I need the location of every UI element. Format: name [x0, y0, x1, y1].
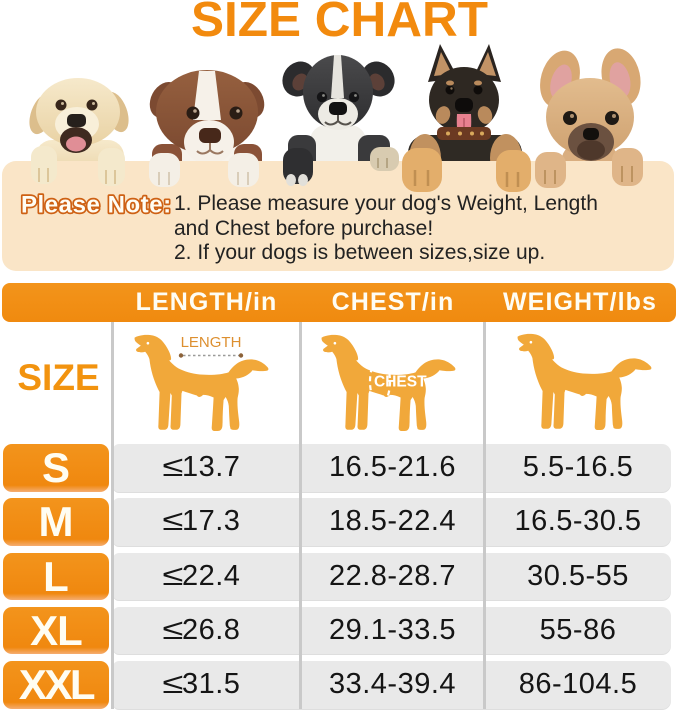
svg-text:LENGTH: LENGTH — [181, 334, 242, 351]
svg-text:CHEST: CHEST — [374, 374, 427, 391]
svg-text:Please Note:: Please Note: — [21, 192, 172, 219]
